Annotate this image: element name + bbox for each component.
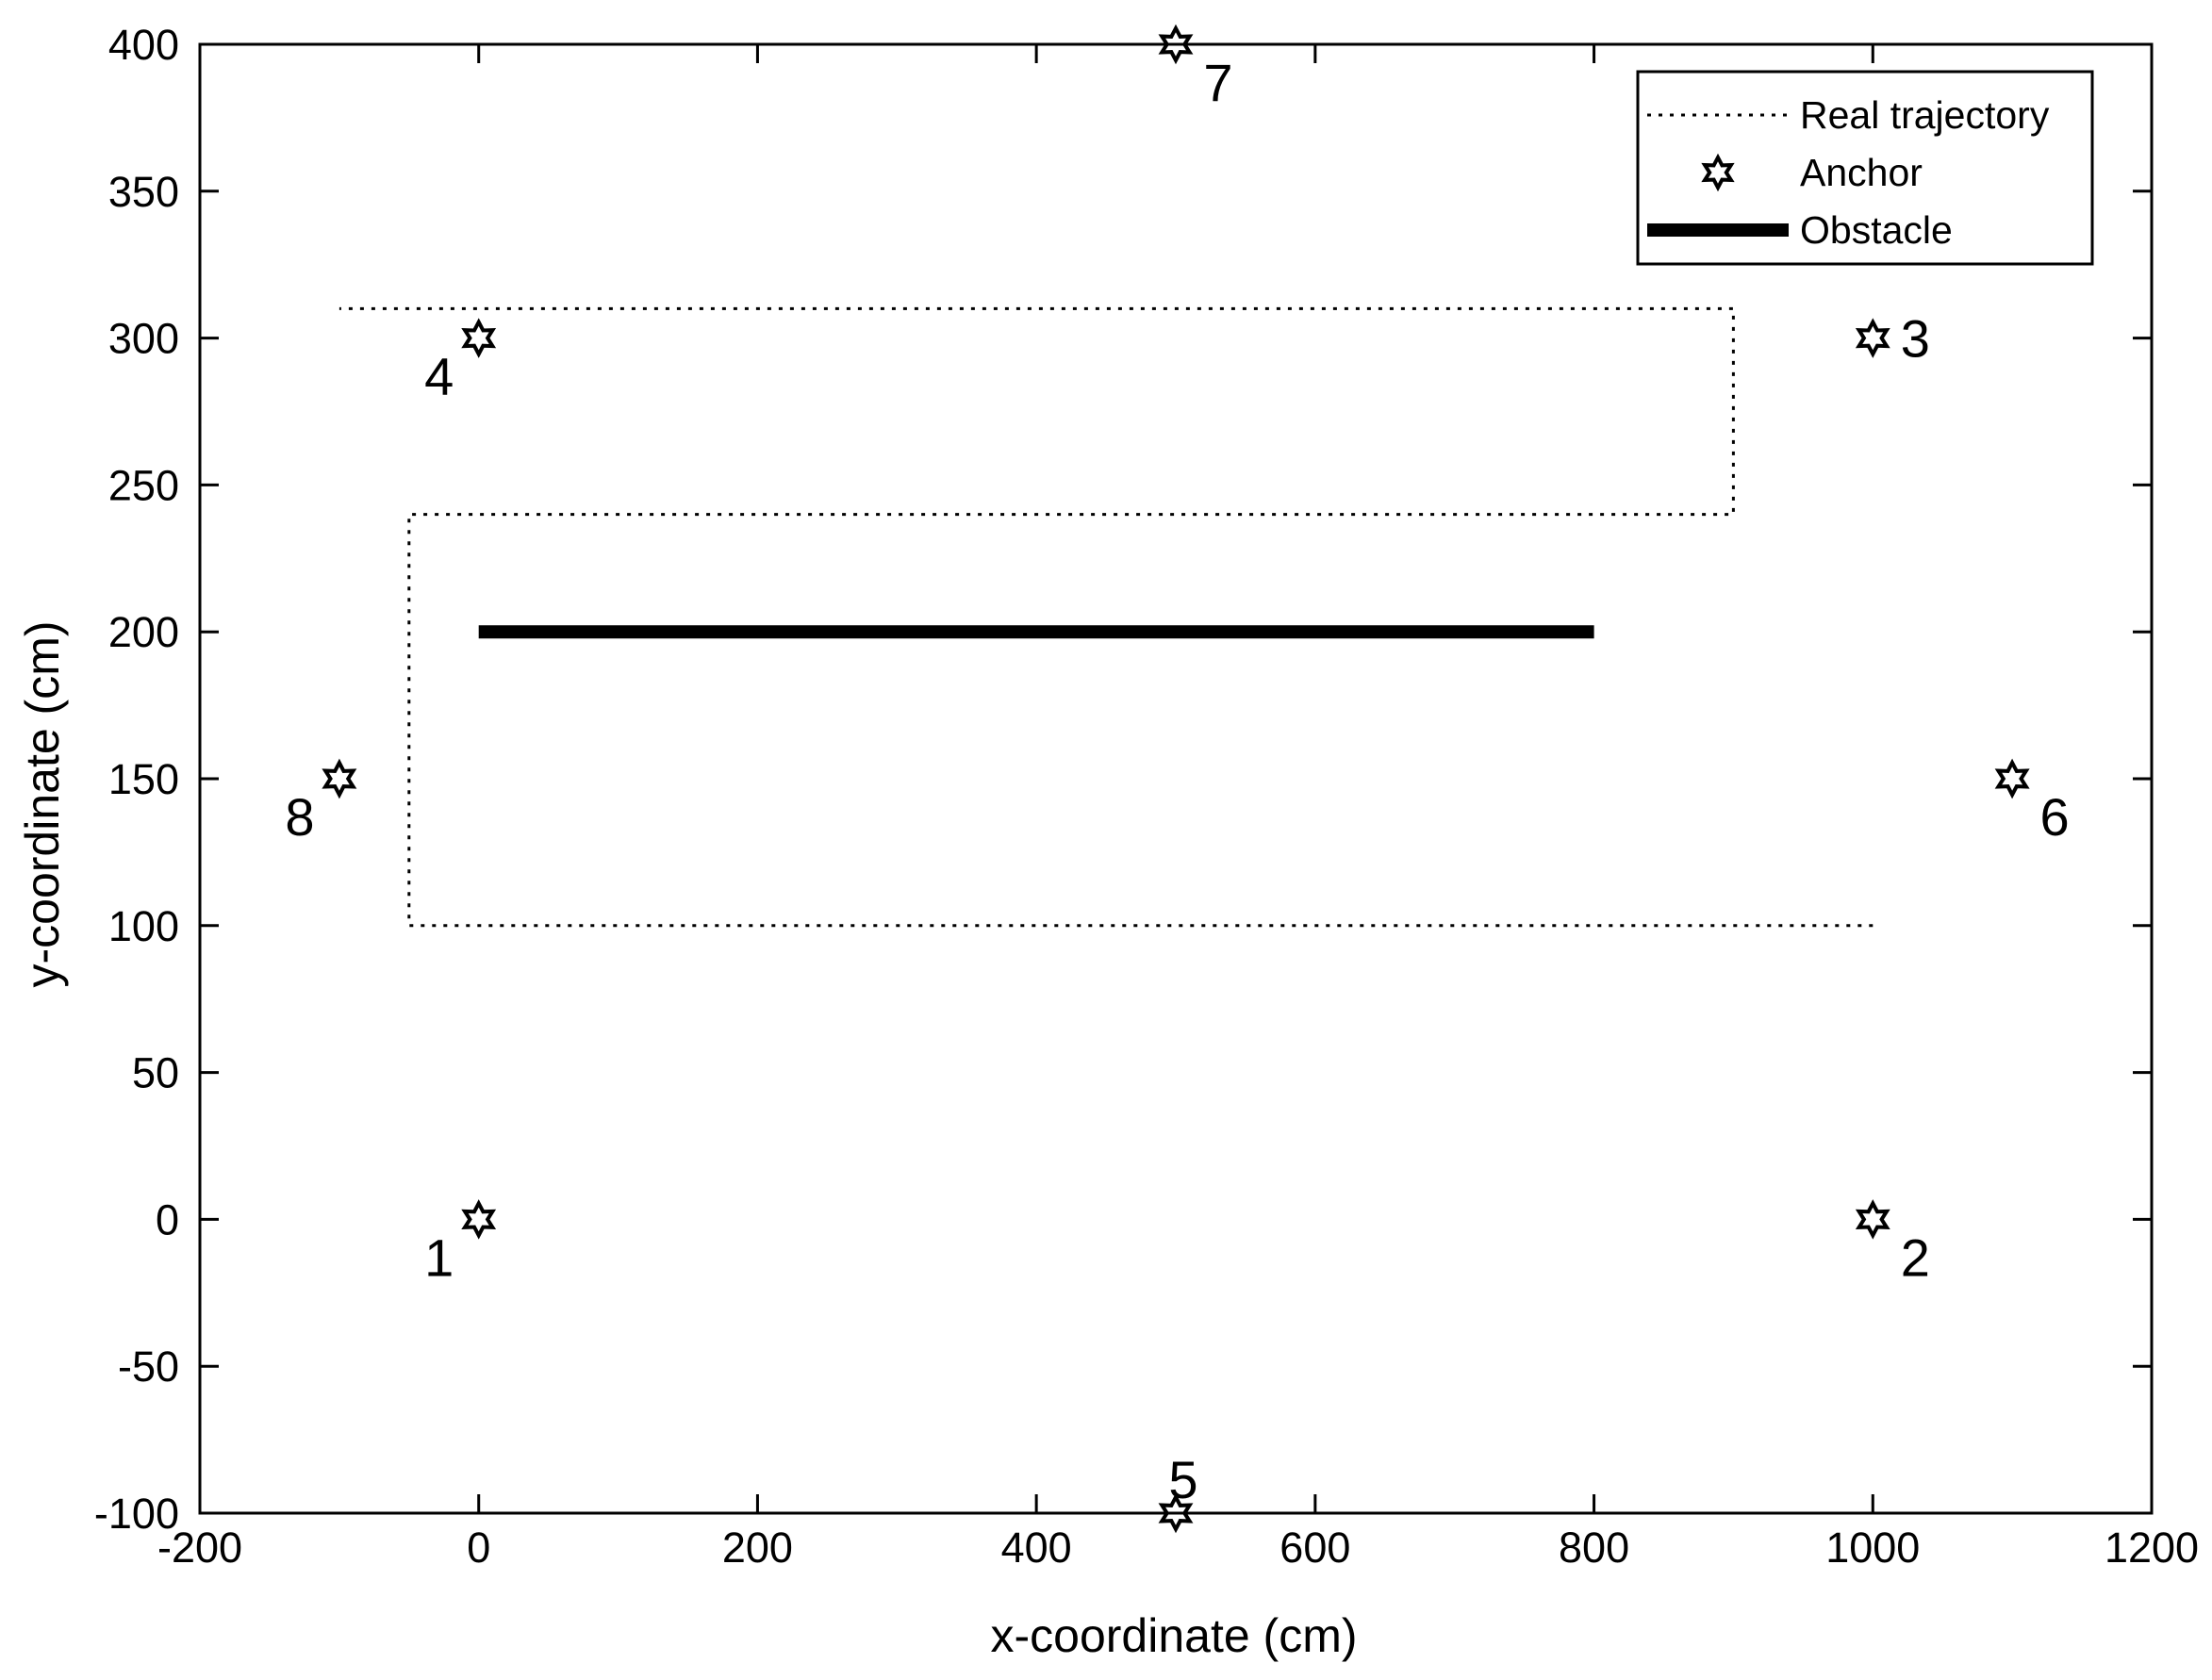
x-axis-label: x-coordinate (cm) xyxy=(991,1609,1358,1662)
y-tick-label: -50 xyxy=(118,1342,179,1391)
anchor-star-marker-2 xyxy=(1855,1199,1890,1240)
anchor-label-4: 4 xyxy=(424,347,454,406)
anchor-star-marker-3 xyxy=(1855,318,1890,358)
y-axis-label: y-coordinate (cm) xyxy=(16,621,69,988)
legend-sample-star-icon xyxy=(1701,153,1735,192)
anchor-label-2: 2 xyxy=(1901,1227,1930,1287)
y-tick-label: -100 xyxy=(94,1490,179,1538)
x-tick-label: 0 xyxy=(467,1524,490,1572)
y-tick-label: 50 xyxy=(132,1049,179,1097)
x-tick-label: 600 xyxy=(1279,1524,1350,1572)
anchor-star-marker-6 xyxy=(1994,758,2030,799)
legend-entry-label: Real trajectory xyxy=(1800,93,2050,137)
y-tick-label: 150 xyxy=(108,755,179,803)
y-tick-label: 200 xyxy=(108,608,179,656)
legend: Real trajectory Anchor Obstacle xyxy=(1636,70,2094,266)
legend-entry-label: Obstacle xyxy=(1800,208,1953,252)
anchor-star-marker-1 xyxy=(461,1199,497,1240)
anchor-star-marker-4 xyxy=(461,318,497,358)
x-tick-label: 400 xyxy=(1001,1524,1072,1572)
anchor-label-1: 1 xyxy=(424,1227,454,1287)
y-tick-label: 0 xyxy=(156,1195,179,1244)
anchor-label-7: 7 xyxy=(1203,53,1232,112)
y-tick-label: 100 xyxy=(108,902,179,950)
y-tick-label: 400 xyxy=(108,21,179,69)
real-trajectory-line xyxy=(338,306,1874,928)
anchor-label-3: 3 xyxy=(1901,309,1930,369)
legend-entry-label: Anchor xyxy=(1800,151,1923,194)
x-tick-label: 1000 xyxy=(1825,1524,1920,1572)
anchor-label-8: 8 xyxy=(285,787,314,847)
y-tick-label: 250 xyxy=(108,461,179,509)
anchor-label-5: 5 xyxy=(1168,1450,1197,1509)
anchor-star-marker-8 xyxy=(322,758,357,799)
axes-layer: -200 0 200 400 600 800 1000 1200-100-5005010015… xyxy=(94,21,2199,1572)
y-tick-label: 300 xyxy=(108,315,179,363)
plot-layer: 1 2 3 4 5 6 7 8 xyxy=(285,24,2070,1534)
x-tick-label: 800 xyxy=(1559,1524,1629,1572)
x-tick-label: 200 xyxy=(722,1524,793,1572)
anchor-label-6: 6 xyxy=(2040,787,2070,847)
x-tick-label: 1200 xyxy=(2105,1524,2199,1572)
y-tick-label: 350 xyxy=(108,168,179,216)
x-tick-label: -200 xyxy=(157,1524,242,1572)
